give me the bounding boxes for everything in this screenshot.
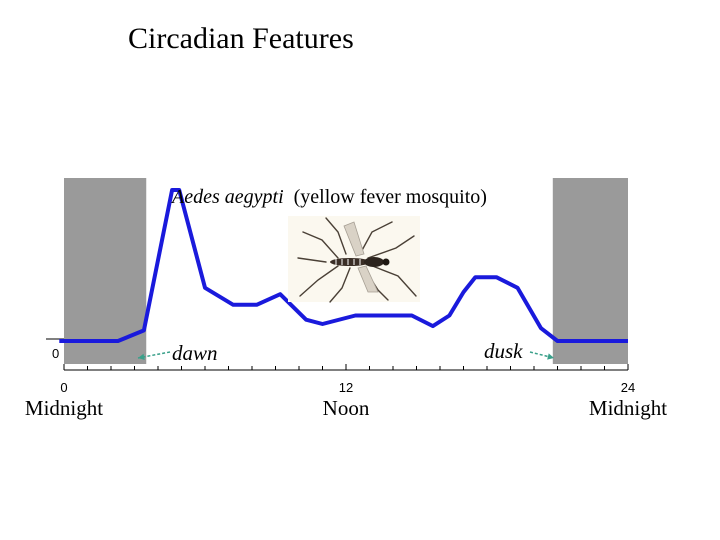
series-line [59,188,628,343]
x-sublabel-12: Noon [323,396,370,420]
slide-title: Circadian Features [128,22,354,55]
night-band-1 [552,178,628,364]
dusk-label: dusk [484,339,523,363]
x-sublabel-0: Midnight [25,396,103,420]
dusk-arrow [529,351,555,360]
x-ticks [63,364,629,370]
y-tick-label: 0 [52,346,59,361]
x-tick-label-0: 0 [60,380,67,395]
x-sublabel-24: Midnight [589,396,667,420]
dawn-label: dawn [172,341,218,365]
species-label: Aedes aegypti (yellow fever mosquito) [170,186,487,208]
dawn-arrow [137,351,171,360]
night-bands [64,178,628,364]
mosquito-icon [288,216,420,303]
x-tick-label-12: 12 [339,380,353,395]
x-tick-label-24: 24 [621,380,635,395]
